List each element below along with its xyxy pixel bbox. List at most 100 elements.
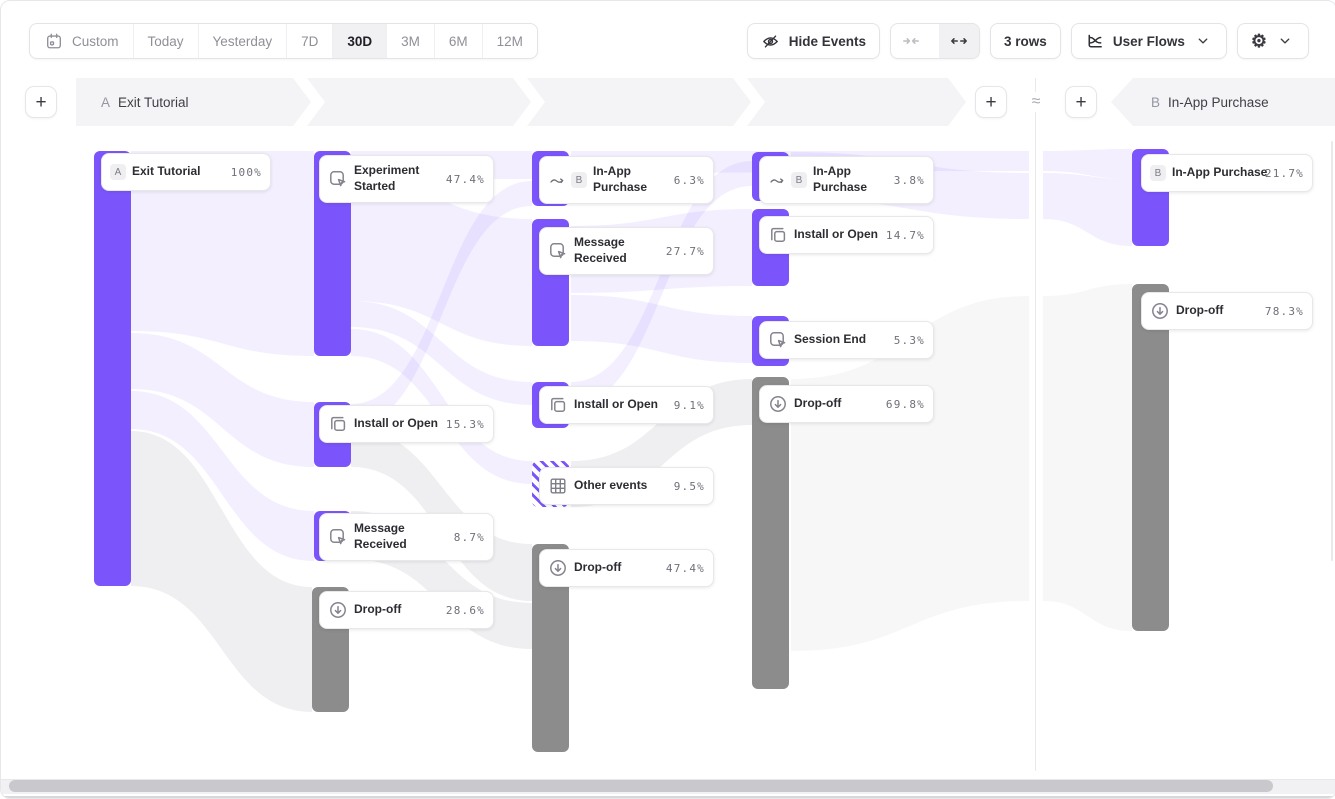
date-range-7d[interactable]: 7D xyxy=(287,24,334,58)
install-icon xyxy=(768,225,788,245)
flow-bar-exit-tutorial[interactable] xyxy=(94,151,131,586)
node-label: Drop-off xyxy=(354,602,402,617)
view-selector[interactable]: User Flows xyxy=(1070,23,1227,59)
step-b-badge: B xyxy=(1150,165,1166,181)
date-range-custom[interactable]: Custom xyxy=(30,24,134,58)
flow-end-step-segment[interactable] xyxy=(1111,78,1335,126)
node-percentage: 69.8% xyxy=(885,397,925,411)
flow-node-in-app-purchase[interactable]: B In-App Purchase 21.7% xyxy=(1141,154,1313,192)
hide-events-label: Hide Events xyxy=(788,33,867,49)
hide-events-button[interactable]: Hide Events xyxy=(746,23,881,59)
flow-step-segment-4[interactable] xyxy=(747,78,966,126)
date-range-label: Custom xyxy=(72,33,119,49)
rows-button[interactable]: 3 rows xyxy=(990,23,1061,59)
node-label: Install or Open xyxy=(354,416,439,431)
node-percentage: 15.3% xyxy=(445,417,485,431)
event-icon xyxy=(548,241,568,261)
column-width-toggle xyxy=(890,23,981,59)
flow-node-other-events[interactable]: Other events 9.5% xyxy=(539,467,714,505)
node-label: In-App Purchase xyxy=(1172,165,1268,180)
collapse-arrows-icon xyxy=(901,31,921,51)
event-icon xyxy=(768,330,788,350)
drop-off-icon xyxy=(1150,301,1170,321)
flow-bar-drop-off[interactable] xyxy=(1132,284,1169,631)
drop-off-icon xyxy=(328,600,348,620)
date-range-label: Yesterday xyxy=(212,33,273,49)
date-range-today[interactable]: Today xyxy=(134,24,199,58)
flow-node-drop-off[interactable]: Drop-off 47.4% xyxy=(539,549,714,587)
flow-node-install-or-open[interactable]: Install or Open 14.7% xyxy=(759,216,934,254)
event-icon xyxy=(328,527,348,547)
settings-dropdown[interactable]: ⚙ xyxy=(1236,23,1309,59)
flow-node-exit-tutorial[interactable]: A Exit Tutorial 100% xyxy=(101,153,271,191)
flow-step-segment-1[interactable] xyxy=(76,78,311,126)
gear-icon: ⚙ xyxy=(1250,31,1267,51)
date-range-3m[interactable]: 3M xyxy=(387,24,435,58)
collapse-columns-button[interactable] xyxy=(891,24,931,58)
date-range-yesterday[interactable]: Yesterday xyxy=(199,24,288,58)
date-range-12m[interactable]: 12M xyxy=(483,24,537,58)
horizontal-scrollbar-thumb[interactable] xyxy=(9,780,1273,792)
vertical-scrollbar-hint[interactable] xyxy=(1331,141,1333,561)
node-label: Session End xyxy=(794,332,867,347)
approx-gap-symbol: ≈ xyxy=(1024,92,1048,112)
node-percentage: 9.1% xyxy=(673,398,705,412)
calendar-icon xyxy=(44,31,64,51)
flow-node-drop-off[interactable]: Drop-off 78.3% xyxy=(1141,292,1313,330)
flow-node-session-end[interactable]: Session End 5.3% xyxy=(759,321,934,359)
add-step-button-middle[interactable]: + xyxy=(975,86,1007,118)
node-label: Drop-off xyxy=(1176,303,1224,318)
flow-step-segment-3[interactable] xyxy=(527,78,751,126)
node-label: Message Received xyxy=(354,521,407,551)
node-percentage: 8.7% xyxy=(453,530,485,544)
date-range-label: 12M xyxy=(496,33,523,49)
step-a-badge: A xyxy=(110,164,126,180)
step-b-badge: B xyxy=(571,172,587,188)
flow-node-experiment-started[interactable]: Experiment Started 47.4% xyxy=(319,155,494,203)
node-percentage: 100% xyxy=(230,165,262,179)
expand-columns-button[interactable] xyxy=(939,24,980,58)
flow-node-install-or-open[interactable]: Install or Open 9.1% xyxy=(539,386,714,424)
drop-off-icon xyxy=(548,558,568,578)
view-selector-label: User Flows xyxy=(1112,33,1185,49)
chevron-down-icon xyxy=(1275,31,1295,51)
flow-bar-drop-off[interactable] xyxy=(752,377,789,689)
event-icon xyxy=(328,169,348,189)
install-icon xyxy=(328,414,348,434)
step-b-badge: B xyxy=(791,172,807,188)
flow-node-install-or-open[interactable]: Install or Open 15.3% xyxy=(319,405,494,443)
flow-node-message-received[interactable]: Message Received 27.7% xyxy=(539,227,714,275)
flow-node-message-received[interactable]: Message Received 8.7% xyxy=(319,513,494,561)
jump-arrow-icon xyxy=(768,170,785,190)
grid-icon xyxy=(548,476,568,496)
add-step-button-right[interactable]: + xyxy=(1065,86,1097,118)
node-label: Install or Open xyxy=(794,227,879,242)
flow-node-drop-off[interactable]: Drop-off 69.8% xyxy=(759,385,934,423)
node-percentage: 47.4% xyxy=(665,561,705,575)
node-percentage: 3.8% xyxy=(893,173,925,187)
node-percentage: 5.3% xyxy=(893,333,925,347)
flow-step-segment-2[interactable] xyxy=(307,78,531,126)
node-label: Install or Open xyxy=(574,397,659,412)
flow-node-drop-off[interactable]: Drop-off 28.6% xyxy=(319,591,494,629)
toolbar-right: Hide Events xyxy=(746,23,1309,59)
add-step-button-left[interactable]: + xyxy=(25,86,57,118)
node-percentage: 27.7% xyxy=(665,244,705,258)
drop-off-icon xyxy=(768,394,788,414)
flow-node-in-app-purchase[interactable]: B In-App Purchase 6.3% xyxy=(539,156,714,204)
install-icon xyxy=(548,395,568,415)
toolbar: Custom Today Yesterday 7D 30D 3M 6M 12M Hide Ev… xyxy=(29,23,1309,59)
date-range-30d[interactable]: 30D xyxy=(333,24,388,58)
eye-off-icon xyxy=(761,31,781,51)
node-percentage: 6.3% xyxy=(673,173,705,187)
jump-arrow-icon xyxy=(548,170,565,190)
node-percentage: 21.7% xyxy=(1264,166,1304,180)
date-range-label: Today xyxy=(147,33,184,49)
node-percentage: 9.5% xyxy=(673,479,705,493)
date-range-label: 6M xyxy=(448,33,468,49)
date-range-selector: Custom Today Yesterday 7D 30D 3M 6M 12M xyxy=(29,23,538,59)
node-label: Experiment Started xyxy=(354,163,420,193)
flow-node-in-app-purchase[interactable]: B In-App Purchase 3.8% xyxy=(759,156,934,204)
date-range-6m[interactable]: 6M xyxy=(435,24,483,58)
date-range-label: 30D xyxy=(347,33,373,49)
